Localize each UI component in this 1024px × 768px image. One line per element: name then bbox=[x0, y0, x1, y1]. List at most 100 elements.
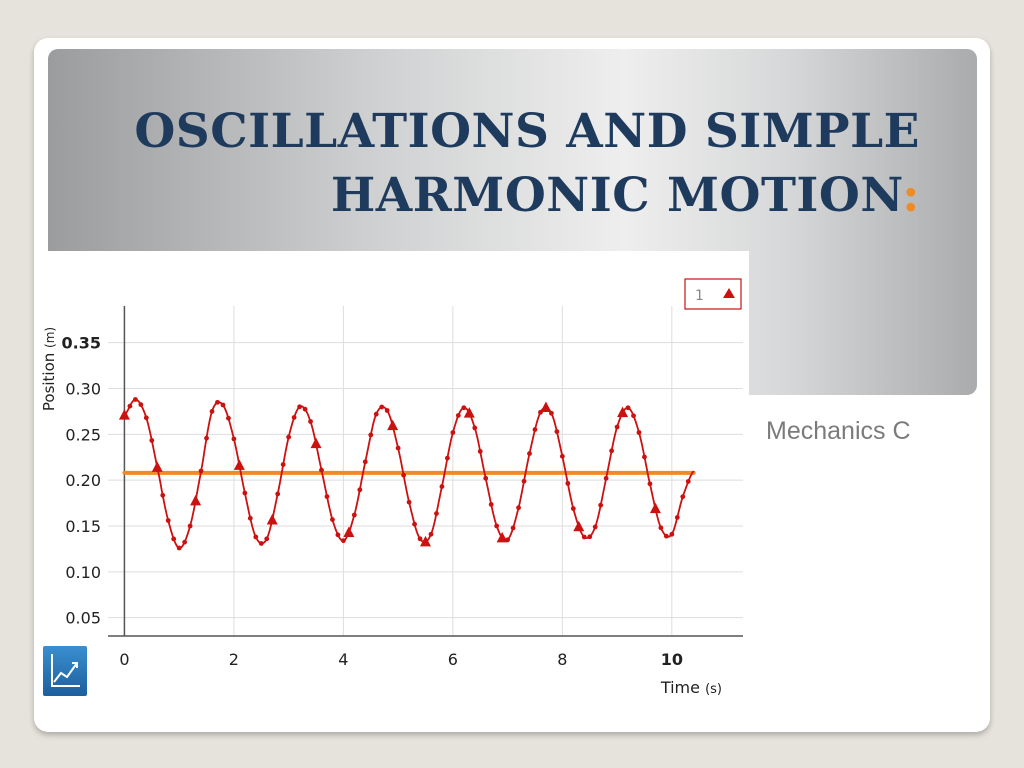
series-point bbox=[302, 406, 308, 412]
series-point bbox=[340, 538, 346, 544]
series-point bbox=[450, 430, 456, 435]
series-triangle-marker bbox=[343, 526, 355, 537]
series-point bbox=[549, 410, 554, 416]
series-point bbox=[149, 438, 155, 443]
series-point bbox=[674, 515, 680, 520]
chart-grid bbox=[108, 306, 743, 636]
series-point bbox=[368, 432, 374, 438]
y-tick-label: 0.10 bbox=[65, 563, 101, 582]
series-point bbox=[521, 478, 527, 484]
series-point bbox=[220, 402, 226, 408]
series-point bbox=[132, 397, 138, 402]
series-point bbox=[669, 531, 675, 537]
x-tick-label: 8 bbox=[557, 650, 567, 669]
x-tick-label: 4 bbox=[338, 650, 348, 669]
series-triangle-marker bbox=[118, 409, 130, 420]
series-point bbox=[264, 536, 270, 542]
slide-title: Oscillations and Simple Harmonic Motion: bbox=[120, 100, 920, 228]
series-point bbox=[428, 531, 434, 537]
series-point bbox=[242, 490, 248, 496]
series-triangle-marker bbox=[617, 406, 629, 418]
position-time-chart: 0 2 4 6 8 10 0.05 0.10 0.15 0.20 0.25 0.30 0.35 1 Po… bbox=[40, 278, 743, 697]
series-point bbox=[226, 415, 231, 421]
series-triangle-marker bbox=[190, 494, 202, 506]
series-point bbox=[516, 505, 521, 511]
series-triangle-marker bbox=[151, 461, 163, 472]
series-point bbox=[253, 534, 259, 540]
series-point bbox=[510, 525, 516, 531]
series-point bbox=[472, 425, 478, 431]
title-line-2: Harmonic Motion: bbox=[120, 164, 920, 228]
series-triangle-marker bbox=[649, 502, 661, 514]
series-point bbox=[455, 413, 461, 418]
series-point bbox=[291, 415, 297, 420]
series-point bbox=[351, 512, 357, 518]
series-triangle-marker bbox=[496, 531, 508, 543]
series-point bbox=[631, 413, 636, 419]
series-triangle-marker bbox=[540, 401, 552, 413]
y-tick-label: 0.05 bbox=[65, 609, 101, 628]
series-point bbox=[165, 518, 171, 523]
series-point bbox=[286, 434, 292, 440]
series-point bbox=[362, 459, 368, 465]
series-triangle-marker bbox=[420, 535, 431, 547]
series-point bbox=[215, 399, 220, 405]
series-point bbox=[412, 521, 417, 527]
legend-triangle-icon bbox=[723, 288, 735, 298]
series-point bbox=[373, 411, 379, 417]
series-point bbox=[663, 533, 669, 539]
title-line-2-text: Harmonic Motion bbox=[330, 168, 903, 223]
series-point bbox=[592, 524, 598, 530]
series-point bbox=[379, 404, 385, 410]
series-point bbox=[559, 453, 565, 459]
series-point bbox=[581, 534, 587, 540]
chart-legend[interactable]: 1 bbox=[684, 278, 742, 310]
series-point bbox=[258, 541, 264, 546]
series-point bbox=[357, 487, 363, 493]
y-tick-label: 0.15 bbox=[65, 517, 101, 536]
series-point bbox=[127, 403, 133, 409]
chart-ticks: 0 2 4 6 8 10 0.05 0.10 0.15 0.20 0.25 0.30 0.35 bbox=[62, 334, 683, 669]
series-point bbox=[636, 430, 642, 435]
series-point bbox=[187, 523, 193, 529]
y-tick-label: 0.30 bbox=[65, 380, 101, 399]
series-point bbox=[204, 435, 209, 441]
series-point bbox=[488, 502, 494, 507]
series-point bbox=[335, 532, 341, 538]
series-point bbox=[160, 492, 166, 498]
series-point bbox=[401, 472, 407, 478]
series-point bbox=[570, 506, 576, 511]
series-point bbox=[138, 402, 144, 407]
legend-entry-label: 1 bbox=[695, 288, 704, 304]
series-triangle-marker bbox=[310, 437, 322, 449]
series-point bbox=[324, 494, 330, 499]
series-point bbox=[444, 455, 450, 461]
series-point bbox=[171, 536, 177, 542]
y-axis-unit: (m) bbox=[43, 327, 57, 348]
series-point bbox=[231, 436, 237, 442]
x-tick-label: 2 bbox=[229, 650, 239, 669]
series-point bbox=[477, 449, 483, 454]
title-colon: : bbox=[902, 168, 920, 223]
y-axis-label: Position (m) bbox=[40, 327, 58, 411]
series-triangle-marker bbox=[573, 520, 585, 532]
series-point bbox=[417, 536, 423, 542]
x-tick-label: 10 bbox=[661, 650, 683, 669]
series-point bbox=[384, 408, 390, 413]
series-point bbox=[461, 405, 467, 411]
series-point bbox=[532, 427, 538, 432]
graph-app-icon[interactable] bbox=[43, 646, 87, 696]
series-point bbox=[297, 404, 302, 410]
series-point bbox=[587, 534, 593, 540]
series-point bbox=[319, 467, 324, 473]
series-point bbox=[209, 409, 215, 414]
series-point bbox=[395, 445, 401, 451]
series-point bbox=[527, 451, 532, 456]
x-tick-label: 6 bbox=[448, 650, 458, 669]
line-graph-icon bbox=[51, 654, 80, 687]
series-point bbox=[176, 545, 182, 551]
series-point bbox=[603, 475, 609, 481]
series-point bbox=[247, 515, 253, 521]
title-line-1: Oscillations and Simple bbox=[134, 104, 920, 159]
series-point bbox=[330, 517, 335, 522]
